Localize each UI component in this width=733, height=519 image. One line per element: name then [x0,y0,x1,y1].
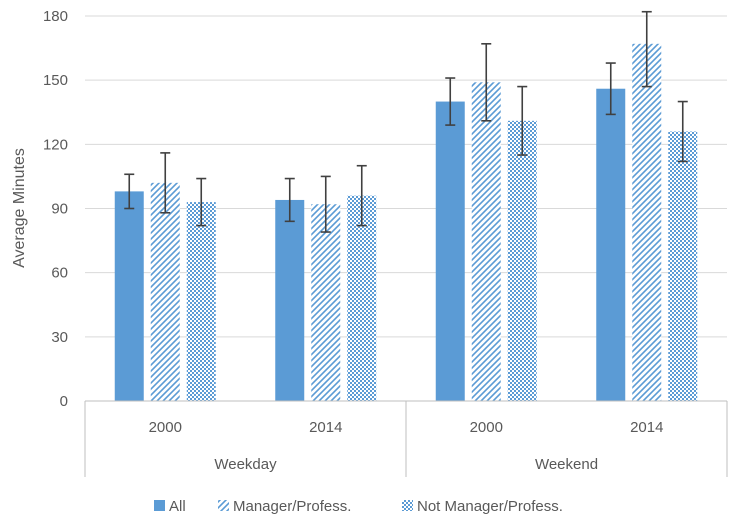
x-group-label: Weekday [214,456,277,473]
y-axis-title: Average Minutes [11,148,28,268]
x-tick-label: 2014 [630,419,663,436]
y-axis: 0 30 60 90 120 150 180 [43,8,68,410]
bar-all [275,199,305,401]
legend: All Manager/Profess. Not Manager/Profess. [154,498,563,515]
y-tick-label: 30 [51,329,68,346]
x-tick-label: 2014 [309,419,342,436]
bars [114,43,698,402]
bar-all [114,191,144,401]
legend-label: Not Manager/Profess. [417,498,563,515]
legend-label: Manager/Profess. [233,498,351,515]
bar-manager-profess [471,82,501,402]
legend-swatch [154,500,165,511]
bar-all [596,88,626,401]
y-tick-label: 60 [51,265,68,282]
bar-all [435,101,465,402]
y-tick-label: 90 [51,201,68,218]
bar-manager-profess [311,204,341,401]
gridlines [85,15,727,338]
bar-not-manager-profess [507,120,537,402]
bar-manager-profess [150,182,180,401]
error-bars [124,10,688,233]
x-tick-label: 2000 [149,419,182,436]
x-group-label: Weekend [535,456,598,473]
legend-swatch [218,500,229,511]
x-tick-label: 2000 [470,419,503,436]
bar-not-manager-profess [186,202,216,401]
y-tick-label: 0 [60,393,68,410]
x-axis: 2000 2014 Weekday 2000 2014 Weekend [84,400,728,477]
y-tick-label: 120 [43,136,68,153]
bar-not-manager-profess [347,195,377,401]
y-tick-label: 180 [43,8,68,25]
y-tick-label: 150 [43,72,68,89]
legend-label: All [169,498,186,515]
bar-manager-profess [632,43,662,402]
legend-swatch [402,500,413,511]
bar-not-manager-profess [668,131,698,401]
